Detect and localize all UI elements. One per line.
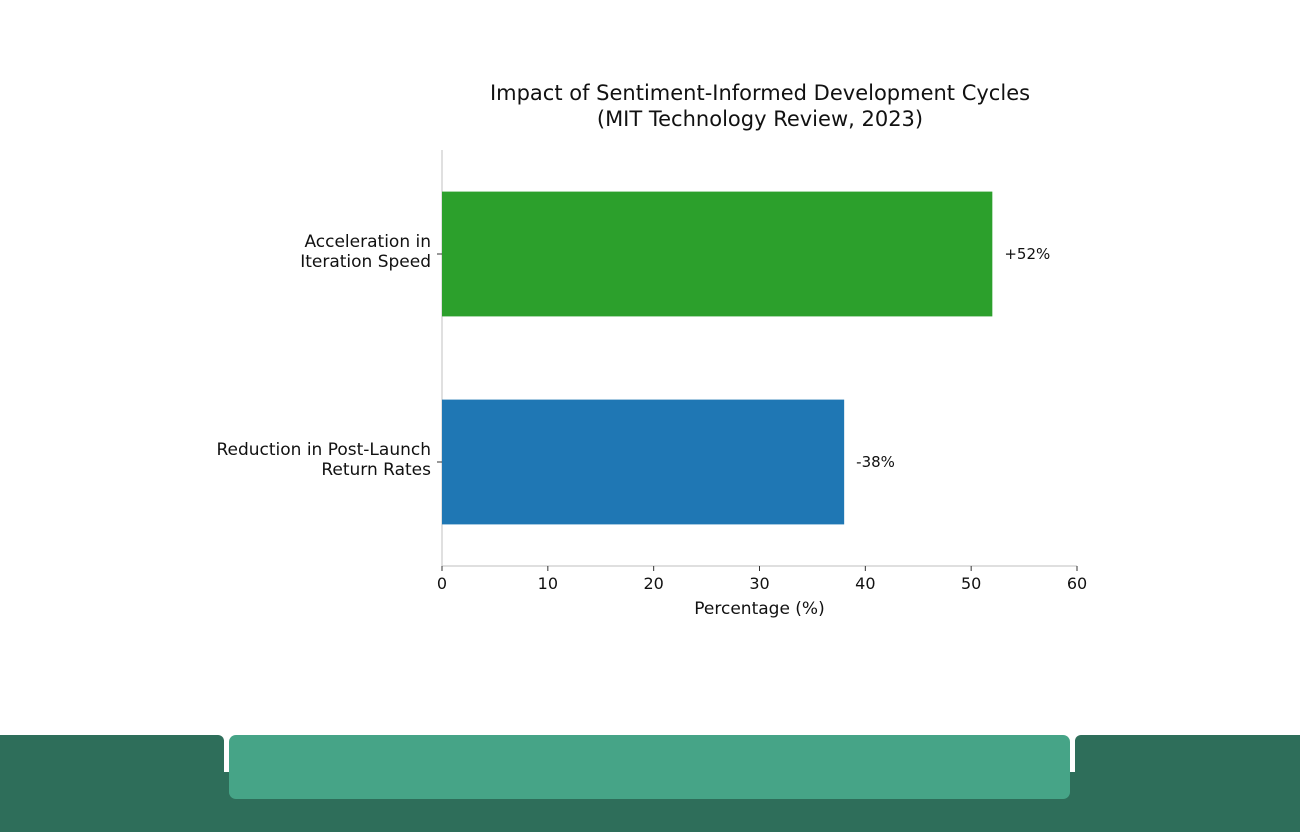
bar-chart: Impact of Sentiment-Informed Development… (216, 81, 1087, 619)
x-tick-label: 10 (538, 574, 558, 593)
chart-area: Impact of Sentiment-Informed Development… (216, 81, 1087, 619)
chart-title-line: Impact of Sentiment-Informed Development… (490, 81, 1030, 105)
x-tick-label: 0 (437, 574, 447, 593)
x-tick-label: 20 (643, 574, 663, 593)
category-label: Return Rates (321, 460, 431, 480)
x-tick-label: 30 (749, 574, 769, 593)
category-label: Acceleration in (304, 232, 431, 252)
x-axis-title: Percentage (%) (694, 599, 824, 619)
category-label: Reduction in Post-Launch (216, 440, 431, 460)
bar (442, 191, 993, 317)
chart-title-line: (MIT Technology Review, 2023) (597, 107, 923, 131)
x-tick-label: 50 (961, 574, 981, 593)
x-tick-label: 40 (855, 574, 875, 593)
footer-bar (0, 735, 1300, 832)
x-tick-label: 60 (1067, 574, 1087, 593)
data-label: -38% (856, 453, 895, 471)
category-label: Iteration Speed (300, 252, 431, 272)
footer-center-panel (229, 735, 1070, 799)
bar (442, 399, 845, 525)
data-label: +52% (1004, 245, 1050, 263)
